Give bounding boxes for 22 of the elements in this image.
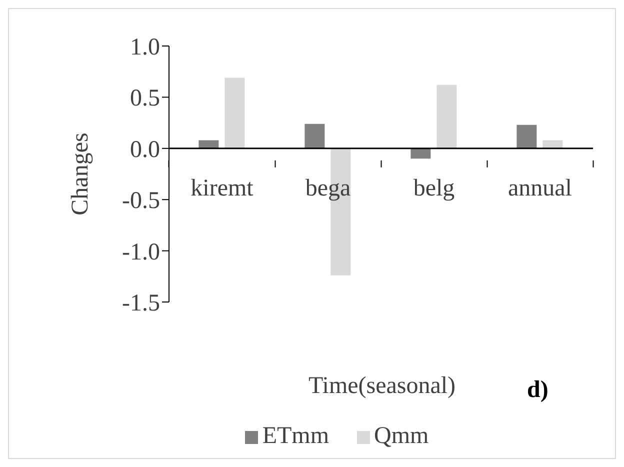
y-tick-label: 1.0 (130, 34, 160, 61)
y-tick-label: -1.0 (122, 239, 160, 266)
text: d) (527, 377, 548, 404)
x-tick-label: annual (508, 175, 572, 202)
bar (304, 124, 325, 148)
y-tick-label: -0.5 (122, 188, 160, 214)
bar (436, 84, 457, 148)
bar (198, 140, 219, 148)
bar (224, 78, 245, 148)
bar (516, 124, 537, 148)
legend-label: Qmm (374, 423, 429, 449)
x-tick-label: bega (305, 175, 351, 202)
y-tick-label: 0.0 (130, 136, 160, 163)
x-axis-title: Time(seasonal) (308, 373, 456, 399)
x-tick-label: belg (413, 175, 455, 202)
bar (542, 140, 563, 148)
legend-label: ETmm (262, 423, 329, 449)
y-tick-label: 0.5 (130, 86, 160, 112)
y-tick-label: -1.5 (122, 290, 160, 317)
x-tick-label: kiremt (190, 175, 254, 202)
y-axis-title: Changes (68, 132, 94, 216)
bar (410, 148, 431, 159)
